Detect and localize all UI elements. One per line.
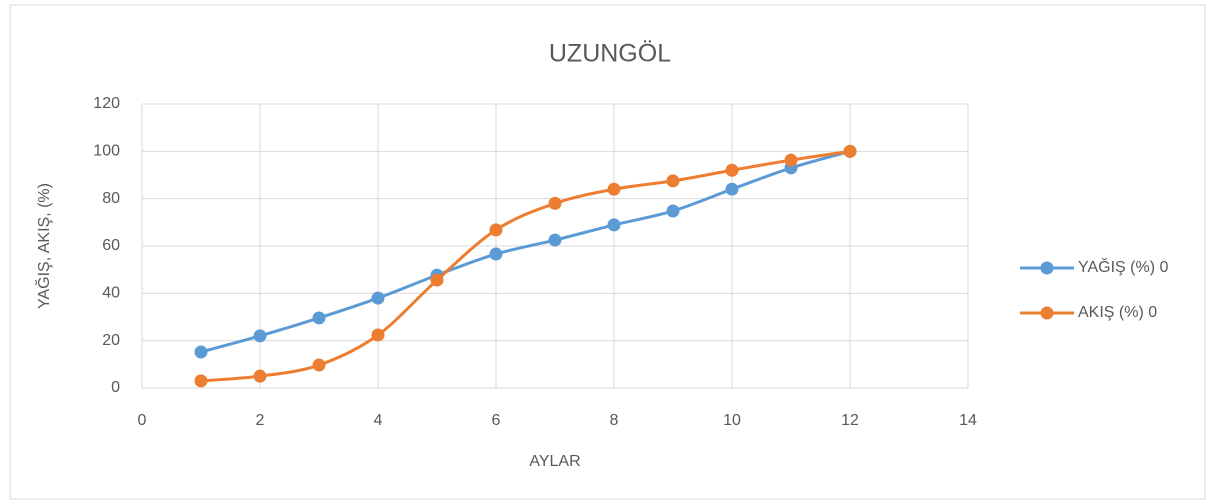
x-axis-label: AYLAR [529, 453, 580, 470]
chart-title: UZUNGÖL [549, 40, 671, 68]
data-point [371, 291, 385, 305]
legend-label: AKIŞ (%) 0 [1078, 304, 1157, 321]
y-tick-label: 40 [102, 285, 120, 302]
data-point [843, 144, 857, 158]
data-point [666, 174, 680, 188]
y-axis-label: YAĞIŞ, AKIŞ, (%) [34, 183, 53, 309]
data-point [548, 196, 562, 210]
legend-label: YAĞIŞ (%) 0 [1078, 257, 1168, 276]
x-tick-label: 4 [374, 412, 383, 429]
data-point [253, 329, 267, 343]
data-point [253, 369, 267, 383]
y-tick-label: 20 [102, 332, 120, 349]
data-point [548, 233, 562, 247]
data-point [489, 247, 503, 261]
x-tick-label: 14 [959, 412, 977, 429]
x-tick-label: 2 [256, 412, 265, 429]
x-tick-label: 12 [841, 412, 859, 429]
data-point [784, 153, 798, 167]
x-tick-label: 0 [138, 412, 147, 429]
data-point [607, 218, 621, 232]
data-point [371, 328, 385, 342]
data-point [725, 182, 739, 196]
data-point [430, 273, 444, 287]
y-tick-label: 60 [102, 237, 120, 254]
x-tick-label: 10 [723, 412, 741, 429]
data-point [194, 374, 208, 388]
data-point [725, 163, 739, 177]
y-tick-label: 80 [102, 190, 120, 207]
y-tick-label: 100 [93, 143, 120, 160]
data-point [312, 358, 326, 372]
data-point [489, 223, 503, 237]
data-point [607, 182, 621, 196]
y-tick-label: 0 [111, 379, 120, 396]
data-point [312, 311, 326, 325]
chart-frame [9, 4, 1206, 500]
y-tick-label: 120 [93, 95, 120, 112]
data-point [194, 345, 208, 359]
data-point [666, 204, 680, 218]
x-tick-label: 6 [492, 412, 501, 429]
legend-marker [1040, 306, 1054, 320]
x-tick-label: 8 [610, 412, 619, 429]
legend-marker [1040, 261, 1054, 275]
